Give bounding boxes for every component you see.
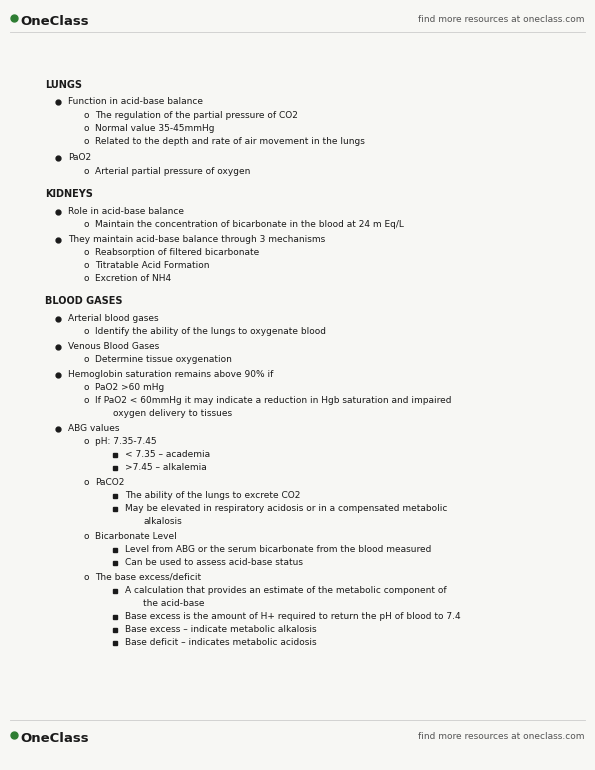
Text: Arterial blood gases: Arterial blood gases [68,314,159,323]
Text: o: o [83,396,89,405]
Text: o: o [83,327,89,336]
Text: o: o [83,274,89,283]
Text: OneClass: OneClass [20,732,89,745]
Text: o: o [83,111,89,120]
Text: Level from ABG or the serum bicarbonate from the blood measured: Level from ABG or the serum bicarbonate … [125,545,431,554]
Text: Excretion of NH4: Excretion of NH4 [95,274,171,283]
Text: alkalosis: alkalosis [143,517,181,526]
Text: o: o [83,355,89,364]
Text: If PaO2 < 60mmHg it may indicate a reduction in Hgb saturation and impaired: If PaO2 < 60mmHg it may indicate a reduc… [95,396,452,405]
Text: find more resources at oneclass.com: find more resources at oneclass.com [418,732,585,741]
Text: PaO2: PaO2 [68,153,91,162]
Text: Role in acid-base balance: Role in acid-base balance [68,207,184,216]
Text: The ability of the lungs to excrete CO2: The ability of the lungs to excrete CO2 [125,491,300,500]
Text: Normal value 35-45mmHg: Normal value 35-45mmHg [95,124,215,133]
Text: < 7.35 – academia: < 7.35 – academia [125,450,210,459]
Text: o: o [83,573,89,582]
Text: LUNGS: LUNGS [45,80,82,90]
Text: o: o [83,167,89,176]
Text: PaCO2: PaCO2 [95,478,124,487]
Text: Base excess is the amount of H+ required to return the pH of blood to 7.4: Base excess is the amount of H+ required… [125,612,461,621]
Text: o: o [83,383,89,392]
Text: Arterial partial pressure of oxygen: Arterial partial pressure of oxygen [95,167,250,176]
Text: BLOOD GASES: BLOOD GASES [45,296,123,306]
Text: Identify the ability of the lungs to oxygenate blood: Identify the ability of the lungs to oxy… [95,327,326,336]
Text: find more resources at oneclass.com: find more resources at oneclass.com [418,15,585,24]
Text: Bicarbonate Level: Bicarbonate Level [95,532,177,541]
Text: Base excess – indicate metabolic alkalosis: Base excess – indicate metabolic alkalos… [125,625,317,634]
Text: Determine tissue oxygenation: Determine tissue oxygenation [95,355,232,364]
Text: OneClass: OneClass [20,15,89,28]
Text: o: o [83,261,89,270]
Text: Function in acid-base balance: Function in acid-base balance [68,97,203,106]
Text: Related to the depth and rate of air movement in the lungs: Related to the depth and rate of air mov… [95,137,365,146]
Text: o: o [83,437,89,446]
Text: PaO2 >60 mHg: PaO2 >60 mHg [95,383,164,392]
Text: They maintain acid-base balance through 3 mechanisms: They maintain acid-base balance through … [68,235,325,244]
Text: oxygen delivery to tissues: oxygen delivery to tissues [113,409,232,418]
Text: the acid-base: the acid-base [143,599,205,608]
Text: The regulation of the partial pressure of CO2: The regulation of the partial pressure o… [95,111,298,120]
Text: A calculation that provides an estimate of the metabolic component of: A calculation that provides an estimate … [125,586,447,595]
Text: Titratable Acid Formation: Titratable Acid Formation [95,261,209,270]
Text: o: o [83,220,89,229]
Text: o: o [83,248,89,257]
Text: o: o [83,532,89,541]
Text: pH: 7.35-7.45: pH: 7.35-7.45 [95,437,156,446]
Text: Base deficit – indicates metabolic acidosis: Base deficit – indicates metabolic acido… [125,638,317,647]
Text: The base excess/deficit: The base excess/deficit [95,573,201,582]
Text: >7.45 – alkalemia: >7.45 – alkalemia [125,463,206,472]
Text: ABG values: ABG values [68,424,120,433]
Text: Reabsorption of filtered bicarbonate: Reabsorption of filtered bicarbonate [95,248,259,257]
Text: KIDNEYS: KIDNEYS [45,189,93,199]
Text: o: o [83,137,89,146]
Text: Can be used to assess acid-base status: Can be used to assess acid-base status [125,558,303,567]
Text: Maintain the concentration of bicarbonate in the blood at 24 m Eq/L: Maintain the concentration of bicarbonat… [95,220,404,229]
Text: Venous Blood Gases: Venous Blood Gases [68,342,159,351]
Text: Hemoglobin saturation remains above 90% if: Hemoglobin saturation remains above 90% … [68,370,273,379]
Text: o: o [83,478,89,487]
Text: May be elevated in respiratory acidosis or in a compensated metabolic: May be elevated in respiratory acidosis … [125,504,447,513]
Text: o: o [83,124,89,133]
